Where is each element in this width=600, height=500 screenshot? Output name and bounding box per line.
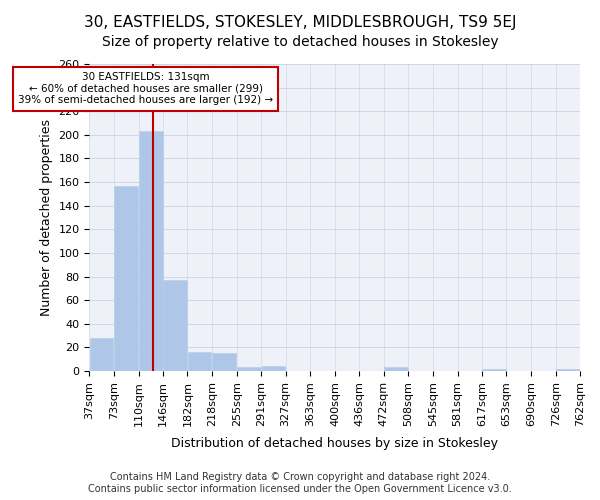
Text: 30 EASTFIELDS: 131sqm
← 60% of detached houses are smaller (299)
39% of semi-det: 30 EASTFIELDS: 131sqm ← 60% of detached … [18, 72, 273, 106]
Bar [237, 368, 261, 371]
Bar [384, 368, 408, 371]
Bar [163, 280, 187, 371]
Bar [556, 368, 580, 371]
X-axis label: Distribution of detached houses by size in Stokesley: Distribution of detached houses by size … [171, 437, 498, 450]
Text: Size of property relative to detached houses in Stokesley: Size of property relative to detached ho… [101, 35, 499, 49]
Bar [114, 186, 139, 371]
Text: 30, EASTFIELDS, STOKESLEY, MIDDLESBROUGH, TS9 5EJ: 30, EASTFIELDS, STOKESLEY, MIDDLESBROUGH… [84, 15, 516, 30]
Bar [89, 338, 113, 371]
Bar [262, 366, 285, 371]
Bar [188, 352, 211, 371]
Bar [139, 132, 163, 371]
Y-axis label: Number of detached properties: Number of detached properties [40, 119, 53, 316]
Bar [212, 354, 236, 371]
Bar [482, 368, 506, 371]
Text: Contains HM Land Registry data © Crown copyright and database right 2024.
Contai: Contains HM Land Registry data © Crown c… [88, 472, 512, 494]
